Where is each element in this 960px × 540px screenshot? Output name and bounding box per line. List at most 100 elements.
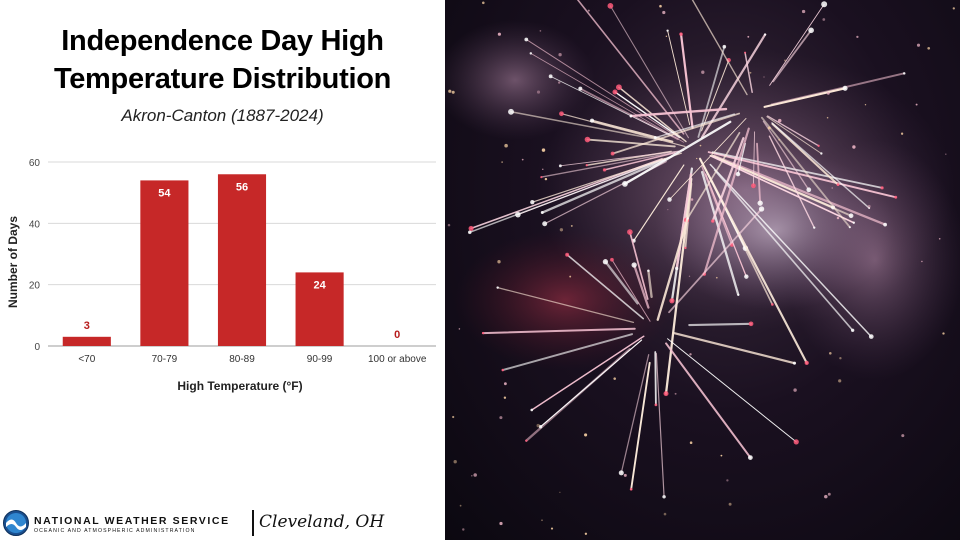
firework-spark	[647, 269, 650, 273]
firework-streak	[772, 29, 813, 83]
firework-streak	[633, 164, 685, 242]
ember-spark	[559, 228, 564, 232]
ember-spark	[783, 59, 787, 62]
ember-spark	[497, 32, 501, 36]
ember-spark	[793, 388, 797, 392]
ember-spark	[557, 81, 561, 84]
firework-spark	[722, 44, 727, 49]
firework-spark	[529, 52, 533, 55]
firework-spark	[558, 164, 562, 168]
ember-spark	[482, 1, 485, 5]
firework-spark	[602, 259, 609, 265]
ember-spark	[777, 118, 782, 123]
data-label: 54	[158, 187, 171, 199]
firework-streak	[667, 338, 797, 443]
firework-spark	[530, 408, 534, 412]
ember-spark	[503, 396, 507, 399]
firework-streak	[691, 0, 748, 96]
firework-spark	[820, 152, 823, 155]
ember-spark	[499, 416, 503, 420]
ember-spark	[696, 157, 698, 160]
firework-spark	[496, 286, 499, 289]
firework-streak	[566, 253, 645, 320]
ember-spark	[763, 76, 765, 78]
firework-streak	[482, 327, 636, 335]
ember-spark	[544, 177, 548, 181]
ember-spark	[471, 474, 473, 477]
firework-streak	[711, 136, 745, 223]
firework-spark	[629, 114, 633, 118]
value-label-layer: 3 54 56 24 0	[84, 181, 401, 341]
agency-name: NATIONAL WEATHER SERVICE	[34, 515, 230, 527]
ember-spark	[584, 532, 588, 535]
firework-spark	[607, 2, 614, 9]
ember-spark	[720, 454, 723, 457]
firework-streak	[709, 154, 855, 224]
title-line-2: Temperature Distribution	[53, 63, 392, 95]
firework-streak	[701, 59, 730, 132]
ember-spark	[559, 491, 561, 493]
firework-spark	[817, 144, 820, 147]
firework-spark	[610, 257, 614, 262]
firework-spark	[589, 118, 595, 123]
ember-spark	[829, 352, 832, 355]
firework-spark	[653, 136, 657, 140]
ember-spark	[503, 382, 507, 386]
ember-spark	[701, 70, 705, 74]
firework-streak	[501, 333, 633, 372]
bar	[62, 336, 111, 346]
firework-spark	[744, 274, 749, 279]
firework-spark	[804, 360, 809, 366]
firework-spark	[686, 217, 689, 220]
ember-spark	[659, 4, 662, 8]
firework-streak	[703, 127, 750, 276]
firework-streak	[713, 169, 854, 332]
firework-streak	[540, 150, 680, 178]
firework-spark	[615, 84, 622, 91]
x-axis-label: High Temperature (°F)	[177, 379, 302, 393]
firework-spark	[763, 33, 767, 36]
firework-spark	[735, 171, 741, 177]
y-tick-label: 60	[29, 158, 41, 169]
ember-spark	[459, 504, 462, 507]
firework-streak	[760, 116, 851, 229]
ember-spark	[473, 473, 477, 477]
firework-streak	[756, 142, 762, 205]
ember-spark	[801, 9, 806, 14]
firework-streak	[629, 231, 649, 300]
firework-streak	[559, 149, 685, 167]
firework-spark	[538, 425, 543, 429]
firework-streak	[701, 165, 733, 246]
firework-streak	[709, 163, 873, 338]
firework-streak	[664, 177, 693, 395]
bar	[295, 272, 344, 346]
firework-spark	[662, 495, 666, 499]
firework-spark	[612, 89, 618, 95]
firework-spark	[622, 181, 628, 187]
ember-spark	[856, 35, 859, 39]
ember-spark	[662, 10, 666, 15]
ember-spark	[541, 148, 546, 152]
chart-subtitle: Akron-Canton (1887-2024)	[121, 106, 324, 125]
ember-spark	[521, 158, 524, 161]
firework-streak	[744, 51, 753, 93]
firework-spark	[757, 200, 763, 206]
firework-streak	[654, 113, 736, 139]
bar	[217, 174, 267, 346]
bar	[140, 180, 189, 346]
firework-spark	[748, 321, 754, 327]
firework-streak	[633, 263, 650, 309]
ember-spark	[613, 377, 616, 380]
firework-streak	[531, 335, 645, 411]
firework-spark	[669, 298, 675, 304]
data-label: 0	[394, 329, 400, 341]
firework-streak	[672, 331, 796, 365]
firework-streak	[539, 339, 643, 428]
ember-spark	[715, 276, 718, 279]
firework-spark	[629, 487, 633, 491]
ember-spark	[827, 492, 831, 496]
ember-spark	[584, 433, 588, 437]
ember-spark	[824, 494, 828, 499]
ember-spark	[448, 89, 452, 93]
